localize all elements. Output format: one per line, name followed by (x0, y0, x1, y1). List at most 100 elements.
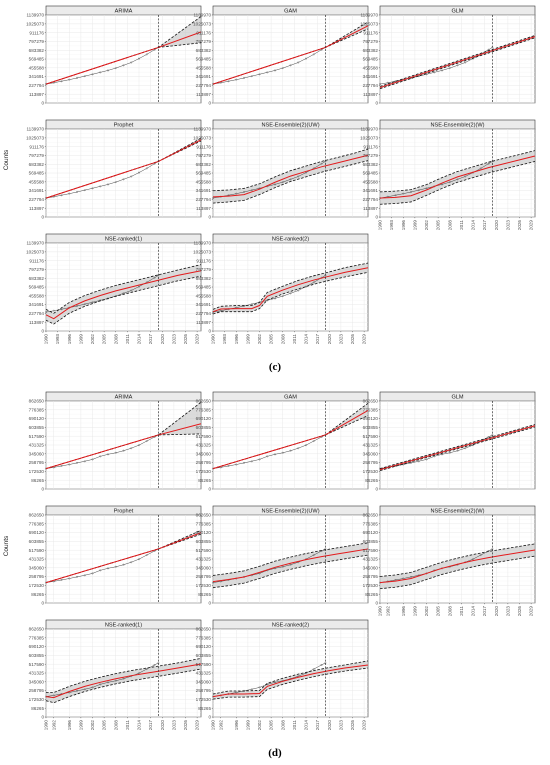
gridlines (379, 128, 535, 218)
y-tick-label: 0 (208, 101, 211, 106)
y-tick-label: 431325 (196, 443, 212, 448)
y-tick-label: 172530 (29, 469, 45, 474)
y-tick-label: 0 (41, 215, 44, 220)
y-tick-label: 345060 (363, 451, 379, 456)
y-tick-label: 862650 (363, 513, 379, 518)
y-tick-label: 603855 (29, 539, 45, 544)
x-tick-label: 1999 (78, 334, 83, 345)
observed-point (83, 688, 86, 691)
x-tick-label: 2026 (350, 334, 355, 345)
y-tick-label: 517590 (29, 548, 45, 553)
observed-point (258, 301, 261, 304)
observed-point (441, 183, 443, 186)
observed-point (266, 299, 269, 302)
x-tick-label: 2005 (269, 334, 274, 345)
y-tick-label: 1025073 (26, 249, 44, 254)
observed-point (448, 67, 451, 70)
y-tick-label: 0 (375, 601, 378, 606)
y-tick-label: 172530 (29, 697, 45, 702)
observed-point (243, 77, 245, 79)
y-tick-label: 172530 (196, 469, 212, 474)
observed-point (305, 444, 307, 447)
y-tick-label: 911176 (196, 258, 211, 263)
observed-point (297, 175, 300, 178)
observed-point (250, 460, 253, 463)
observed-point (281, 565, 284, 568)
observed-point (60, 578, 63, 581)
observed-point (312, 53, 315, 56)
forecast-line (212, 154, 369, 198)
observed-point (52, 309, 55, 312)
observed-point (52, 694, 55, 697)
observed-point (464, 447, 467, 450)
x-tick-label: 1996 (67, 334, 72, 345)
upper-bound-line (212, 262, 369, 310)
observed-point (487, 162, 490, 165)
x-tick-label: 2011 (459, 220, 464, 230)
observed-point (83, 303, 86, 306)
upper-bound-line (379, 35, 536, 87)
y-tick-label: 455588 (29, 179, 45, 184)
forecast-line (45, 663, 202, 699)
observed-point (122, 178, 125, 181)
y-tick-label: 911176 (363, 144, 378, 149)
y-tick-label: 0 (41, 329, 44, 334)
panel-nse-ensemble-2-w: NSE-Ensemble(2)(W) 0 86265 172530 258795 3450… (363, 505, 536, 617)
y-tick-label: 345060 (29, 679, 45, 684)
panel-nse-ensemble-2-uw: NSE-Ensemble(2)(UW) 0 86265 172530 258795 345… (196, 505, 369, 606)
observed-point (289, 292, 292, 295)
observed-point (250, 189, 253, 192)
x-tick-label: 2011 (459, 606, 464, 616)
x-tick-label: 2029 (529, 606, 534, 617)
observed-point (99, 71, 102, 74)
observed-point (60, 80, 63, 83)
y-tick-label: 258795 (196, 574, 212, 579)
observed-point (114, 67, 117, 70)
observed-point (138, 57, 140, 60)
y-tick-label: 776385 (29, 635, 45, 640)
observed-point (68, 78, 71, 81)
observed-point (297, 447, 300, 450)
y-tick-label: 341691 (363, 188, 379, 193)
panel-gam: GAM 0 86265 172530 258795 345060 431325 517590 6… (196, 391, 369, 492)
y-tick-label: 345060 (29, 451, 45, 456)
observed-point (138, 285, 140, 288)
observed-point (107, 453, 109, 456)
observed-point (145, 167, 148, 170)
y-tick-label: 1139970 (193, 13, 211, 18)
observed-point (410, 575, 412, 578)
gridlines (379, 14, 535, 104)
observed-point (212, 197, 214, 200)
observed-point (145, 554, 148, 557)
y-tick-label: 911176 (29, 30, 44, 35)
observed-point (379, 83, 381, 86)
y-tick-label: 1025073 (26, 21, 44, 26)
observed-point (138, 558, 140, 561)
y-tick-label: 683382 (363, 162, 379, 167)
panel-glm: GLM 0 86265 172530 258795 345060 431325 517590 6… (363, 391, 536, 492)
y-tick-label: 911176 (29, 258, 44, 263)
observed-point (312, 554, 315, 557)
observed-point (76, 575, 78, 578)
x-tick-label: 2002 (424, 220, 429, 231)
x-tick-label: 2002 (424, 606, 429, 617)
observed-point (448, 181, 451, 184)
x-tick-label: 2017 (482, 220, 487, 231)
observed-point (60, 464, 63, 467)
observed-point (91, 187, 94, 190)
y-tick-label: 172530 (363, 583, 379, 588)
observed-point (76, 689, 78, 692)
observed-point (227, 80, 230, 83)
y-tick-label: 431325 (196, 671, 212, 676)
gridlines (45, 242, 201, 332)
y-tick-label: 1139970 (26, 127, 44, 132)
y-tick-label: 1139970 (360, 127, 378, 132)
observed-point (274, 681, 276, 684)
y-tick-label: 690120 (196, 530, 212, 535)
y-tick-label: 341691 (29, 188, 45, 193)
y-tick-label: 0 (208, 329, 211, 334)
y-tick-label: 227794 (29, 83, 45, 88)
x-tick-label: 2026 (517, 220, 522, 231)
y-tick-label: 1025073 (193, 135, 211, 140)
figure-c: Counts ARIMA 0 113897 227794 341691 455588 5694… (3, 5, 536, 345)
